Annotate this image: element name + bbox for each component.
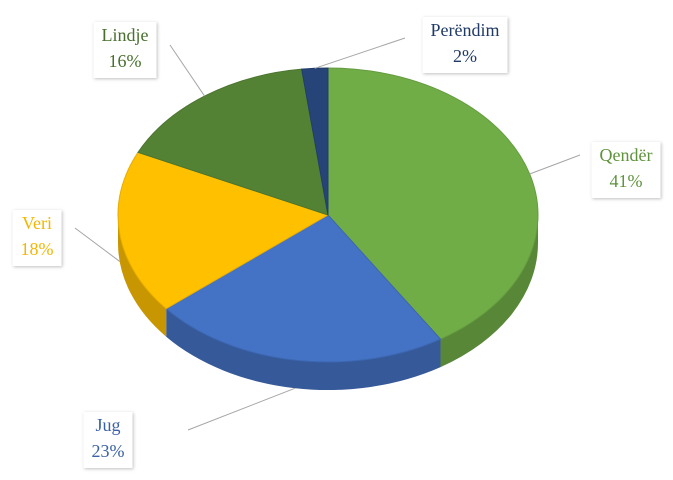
slice-side xyxy=(440,215,538,368)
slice-side xyxy=(166,308,441,390)
value-label: 2% xyxy=(453,46,477,66)
label-box xyxy=(83,412,133,468)
data-label: Jug 23% xyxy=(83,412,133,468)
slice-side xyxy=(118,215,167,337)
category-label: Jug xyxy=(95,415,120,435)
leader-line xyxy=(314,37,406,69)
category-label: Veri xyxy=(22,213,52,233)
value-label: 23% xyxy=(92,441,125,461)
leader-line xyxy=(74,227,120,262)
leader-line xyxy=(529,154,581,175)
slice xyxy=(165,214,442,363)
category-label: Perëndim xyxy=(431,20,500,40)
label-box xyxy=(93,22,157,78)
category-label: Lindje xyxy=(102,25,149,45)
value-label: 41% xyxy=(610,171,643,191)
label-box xyxy=(591,142,661,198)
leader-line xyxy=(187,387,296,431)
data-label: Veri 18% xyxy=(12,210,62,266)
value-label: 16% xyxy=(109,51,142,71)
data-label: Lindje 16% xyxy=(93,22,157,78)
slice xyxy=(327,67,539,340)
data-label: Qendër 41% xyxy=(591,142,661,198)
label-box xyxy=(422,17,508,73)
label-box xyxy=(12,210,62,266)
slice xyxy=(117,151,330,310)
data-label: Perëndim 2% xyxy=(422,17,508,73)
category-label: Qendër xyxy=(600,145,653,165)
leader-line xyxy=(169,44,205,97)
value-label: 18% xyxy=(21,239,54,259)
